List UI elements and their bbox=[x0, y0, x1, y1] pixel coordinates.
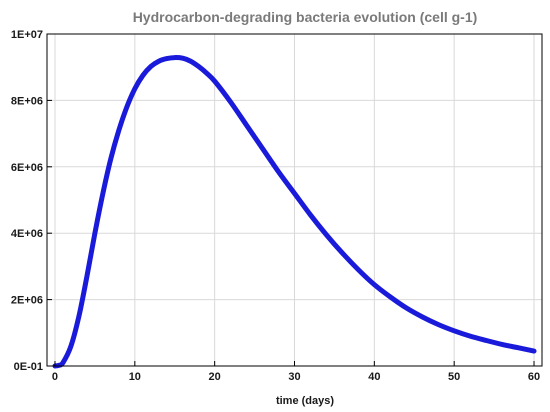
tick-marks bbox=[47, 33, 535, 367]
x-tick-label: 10 bbox=[129, 371, 141, 383]
y-tick-label: 1E+07 bbox=[11, 29, 43, 41]
series-line bbox=[52, 55, 537, 369]
y-tick-labels: 0E-01 2E+06 4E+06 6E+06 8E+06 1E+07 bbox=[11, 29, 43, 373]
x-tick-label: 40 bbox=[368, 371, 380, 383]
x-axis-title: time (days) bbox=[276, 395, 334, 407]
x-tick-label: 50 bbox=[448, 371, 460, 383]
x-tick-label: 30 bbox=[288, 371, 300, 383]
x-tick-label: 0 bbox=[52, 371, 58, 383]
x-tick-label: 60 bbox=[528, 371, 540, 383]
series-layer bbox=[52, 55, 537, 369]
chart-title: Hydrocarbon-degrading bacteria evolution… bbox=[133, 9, 478, 25]
y-tick-label: 0E-01 bbox=[14, 361, 43, 373]
x-tick-labels: 0 10 20 30 40 50 60 bbox=[52, 371, 540, 383]
y-tick-label: 8E+06 bbox=[11, 95, 43, 107]
y-tick-label: 4E+06 bbox=[11, 228, 43, 240]
x-tick-label: 20 bbox=[209, 371, 221, 383]
y-tick-label: 2E+06 bbox=[11, 295, 43, 307]
grid-lines bbox=[47, 33, 542, 367]
y-tick-label: 6E+06 bbox=[11, 162, 43, 174]
